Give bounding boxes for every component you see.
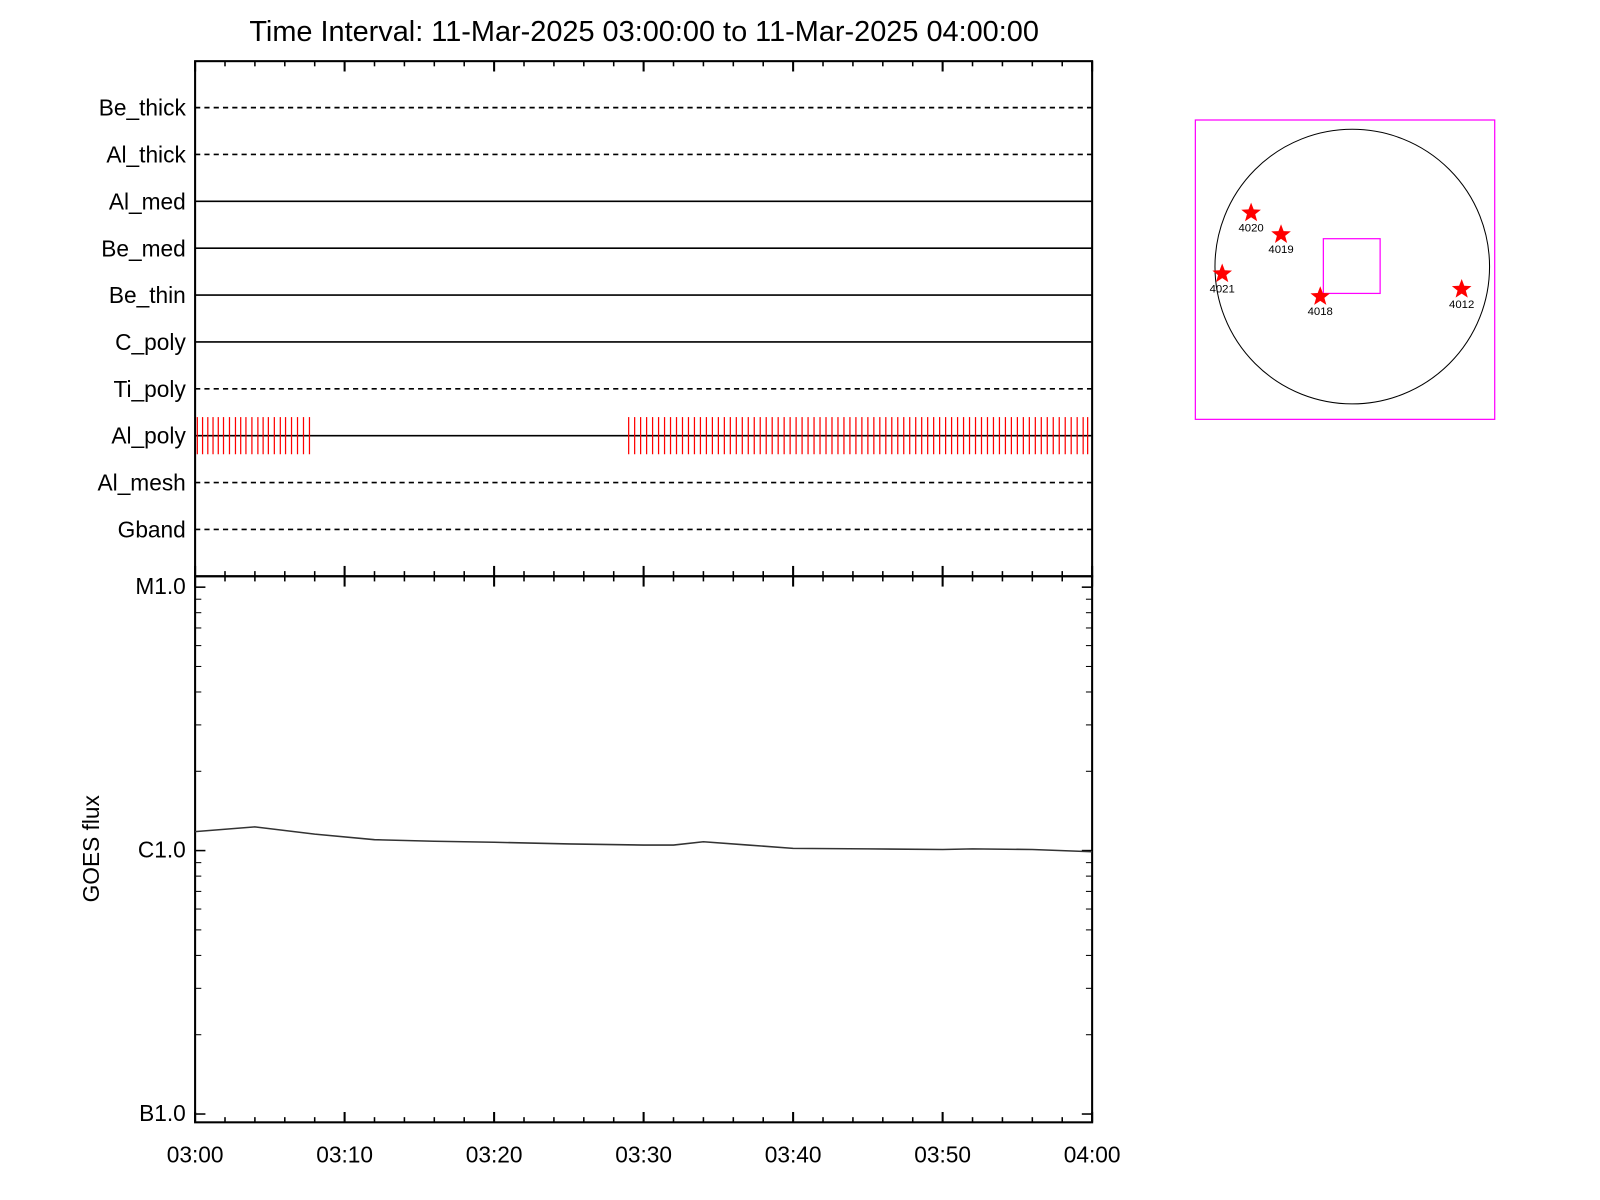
- region-marker: [1212, 263, 1232, 283]
- map-frame: [1194, 119, 1496, 420]
- filter-label: Gband: [118, 516, 186, 542]
- region-marker: [1451, 278, 1472, 298]
- goes-flux-line: [195, 826, 1093, 853]
- region-marker: [1241, 202, 1261, 222]
- region-label: 4018: [1308, 306, 1333, 318]
- filter-label: Be_med: [101, 235, 186, 261]
- filter-label: Al_poly: [111, 423, 186, 449]
- sun-map: 4020 4019 4021 4018 4012: [1194, 119, 1496, 420]
- x-tick-label: 03:20: [466, 1141, 523, 1167]
- x-tick-label: 03:00: [167, 1141, 224, 1167]
- region-label: 4012: [1449, 299, 1474, 311]
- region-marker: [1310, 286, 1331, 305]
- filter-panel-frame: [194, 60, 1094, 578]
- region-label: 4021: [1210, 283, 1235, 295]
- region-label: 4020: [1238, 222, 1263, 234]
- filter-label: C_poly: [115, 329, 186, 355]
- filter-label: Be_thin: [109, 282, 186, 308]
- x-tick-label: 03:10: [316, 1141, 373, 1167]
- region-label: 4019: [1268, 244, 1293, 256]
- filter-label: Be_thick: [99, 95, 187, 121]
- y-tick-label: C1.0: [138, 837, 186, 863]
- filter-label: Al_mesh: [98, 470, 186, 496]
- filter-label: Al_thick: [106, 142, 186, 168]
- y-axis-label: GOES flux: [78, 795, 104, 903]
- filter-label: Al_med: [109, 188, 186, 214]
- region-marker: [1271, 224, 1291, 243]
- x-tick-label: 03:30: [615, 1141, 672, 1167]
- field-of-view: [1322, 238, 1381, 295]
- y-tick-label: M1.0: [135, 573, 185, 599]
- solar-disk: [1214, 128, 1491, 405]
- x-tick-label: 04:00: [1064, 1141, 1121, 1167]
- filter-label: Ti_poly: [114, 376, 187, 402]
- chart-title: Time Interval: 11-Mar-2025 03:00:00 to 1…: [249, 16, 1039, 48]
- x-tick-label: 03:50: [914, 1141, 971, 1167]
- x-tick-label: 03:40: [765, 1141, 822, 1167]
- y-tick-label: B1.0: [139, 1100, 186, 1126]
